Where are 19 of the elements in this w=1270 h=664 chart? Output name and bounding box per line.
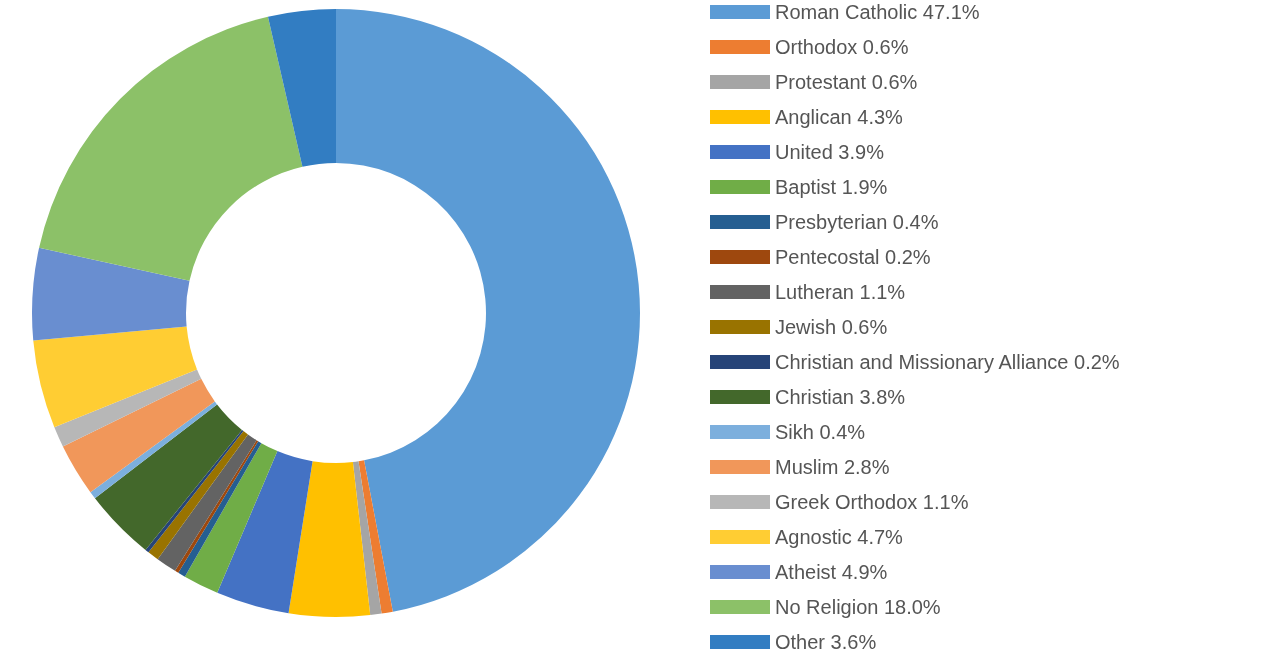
legend-label: Protestant 0.6% xyxy=(775,71,918,93)
legend-label: Atheist 4.9% xyxy=(775,561,888,583)
legend-label: Sikh 0.4% xyxy=(775,421,866,443)
legend-label: Pentecostal 0.2% xyxy=(775,246,931,268)
legend-label: Other 3.6% xyxy=(775,631,877,653)
legend-label: Lutheran 1.1% xyxy=(775,281,906,303)
legend-label: Christian and Missionary Alliance 0.2% xyxy=(775,351,1120,373)
legend-label: Orthodox 0.6% xyxy=(775,36,909,58)
legend-label: Christian 3.8% xyxy=(775,386,906,408)
legend-label: Muslim 2.8% xyxy=(775,456,890,478)
legend-label: Presbyterian 0.4% xyxy=(775,211,939,233)
legend-label: Baptist 1.9% xyxy=(775,176,888,198)
legend-label: No Religion 18.0% xyxy=(775,596,941,618)
legend-label: United 3.9% xyxy=(775,141,885,163)
legend-label: Greek Orthodox 1.1% xyxy=(775,491,969,513)
legend-label: Jewish 0.6% xyxy=(775,316,888,338)
legend-label: Agnostic 4.7% xyxy=(775,526,904,548)
legend-label: Roman Catholic 47.1% xyxy=(775,1,980,23)
legend-label: Anglican 4.3% xyxy=(775,106,904,128)
